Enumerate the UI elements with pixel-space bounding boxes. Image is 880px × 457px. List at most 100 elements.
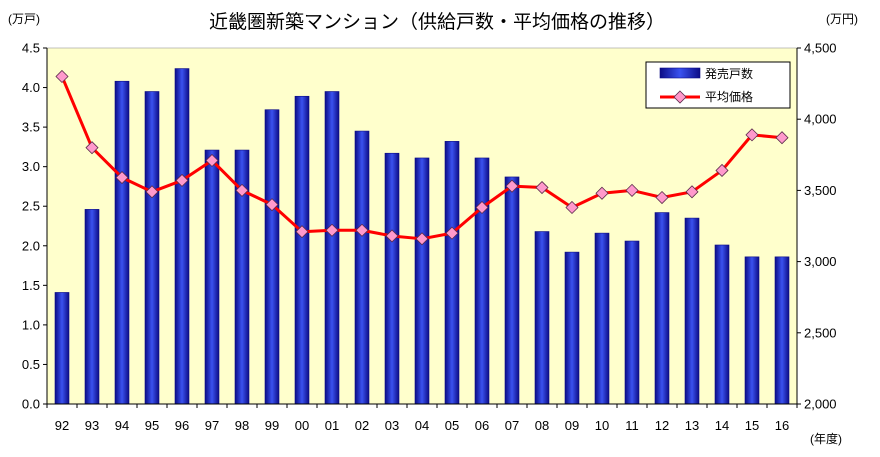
y-tick-label: 4.5 — [22, 41, 40, 56]
x-axis-unit-label: (年度) — [810, 431, 842, 446]
y2-axis-unit-label: (万円) — [826, 12, 858, 26]
x-tick-label: 13 — [685, 418, 699, 433]
legend-label-bar: 発売戸数 — [705, 66, 753, 81]
bar-04 — [414, 157, 430, 405]
legend-swatch-bar — [659, 67, 701, 79]
chart-marks — [54, 68, 790, 405]
bar-96 — [174, 68, 190, 405]
axis-ticks: 0.0 0.5 1.0 1.5 2.0 2.5 3.0 3.5 4.0 4.5 2,000 2,500… — [22, 41, 837, 434]
bar-00 — [294, 95, 310, 405]
bar-94 — [114, 80, 130, 405]
chart-title: 近畿圏新築マンション（供給戸数・平均価格の推移） — [209, 11, 665, 33]
y-tick-label: 2.5 — [22, 199, 40, 214]
bar-92 — [54, 292, 70, 405]
y-tick-label: 3.0 — [22, 159, 40, 174]
bar-02 — [354, 130, 370, 405]
x-tick-label: 00 — [295, 418, 309, 433]
price-marker-06 — [475, 200, 489, 215]
x-tick-label: 03 — [385, 418, 399, 433]
price-marker-08 — [535, 180, 549, 195]
x-tick-label: 01 — [325, 418, 339, 433]
bar-03 — [384, 152, 400, 405]
x-tick-label: 99 — [265, 418, 279, 433]
bar-09 — [564, 251, 580, 405]
x-tick-label: 06 — [475, 418, 489, 433]
bar-01 — [324, 91, 340, 405]
price-marker-95 — [145, 185, 159, 199]
x-tick-label: 93 — [85, 418, 99, 433]
x-tick-label: 95 — [145, 418, 159, 433]
price-marker-99 — [265, 198, 279, 212]
legend-swatch-marker — [673, 90, 687, 104]
price-marker-92 — [55, 69, 69, 84]
bar-14 — [714, 244, 730, 405]
x-tick-label: 11 — [625, 418, 639, 433]
price-marker-98 — [235, 183, 249, 197]
price-marker-09 — [565, 200, 579, 215]
x-tick-label: 09 — [565, 418, 579, 433]
price-marker-03 — [385, 229, 399, 243]
x-tick-label: 94 — [115, 418, 129, 433]
y-tick-label: 0.0 — [22, 397, 40, 412]
x-tick-label: 12 — [655, 418, 669, 433]
price-marker-13 — [685, 185, 699, 199]
y-tick-label: 4.0 — [22, 80, 40, 95]
x-tick-label: 05 — [445, 418, 459, 433]
x-tick-label: 08 — [535, 418, 549, 433]
price-marker-97 — [205, 153, 219, 168]
price-marker-16 — [775, 131, 789, 145]
y2-tick-label: 3,500 — [804, 183, 837, 198]
y-tick-label: 1.0 — [22, 317, 40, 332]
bar-08 — [534, 231, 550, 405]
x-tick-label: 15 — [745, 418, 759, 433]
legend-label-line: 平均価格 — [705, 89, 753, 104]
bar-99 — [264, 109, 280, 405]
price-marker-05 — [445, 226, 459, 240]
bar-10 — [594, 232, 610, 405]
bar-12 — [654, 212, 670, 405]
price-marker-12 — [655, 190, 669, 205]
y-tick-label: 2.0 — [22, 238, 40, 253]
price-marker-10 — [595, 186, 609, 200]
x-tick-label: 16 — [775, 418, 789, 433]
bar-05 — [444, 141, 460, 405]
y-axis-unit-label: (万戸) — [8, 12, 40, 26]
x-tick-label: 96 — [175, 418, 189, 433]
bar-07 — [504, 176, 520, 405]
price-marker-15 — [745, 128, 759, 142]
price-marker-93 — [85, 141, 99, 155]
legend: 発売戸数 平均価格 — [645, 61, 791, 109]
y2-tick-label: 4,000 — [804, 112, 837, 127]
price-marker-14 — [715, 163, 729, 178]
bar-13 — [684, 217, 700, 405]
x-tick-label: 97 — [205, 418, 219, 433]
bar-11 — [624, 240, 640, 405]
x-tick-label: 07 — [505, 418, 519, 433]
price-marker-07 — [505, 179, 519, 193]
x-tick-label: 14 — [715, 418, 729, 433]
y-tick-label: 0.5 — [22, 357, 40, 372]
x-tick-label: 02 — [355, 418, 369, 433]
bar-93 — [84, 209, 100, 405]
x-tick-label: 04 — [415, 418, 429, 433]
bar-06 — [474, 157, 490, 405]
x-tick-label: 10 — [595, 418, 609, 433]
bar-95 — [144, 91, 160, 405]
y2-tick-label: 2,500 — [804, 325, 837, 340]
price-marker-11 — [625, 183, 639, 197]
price-marker-02 — [355, 223, 369, 237]
x-tick-label: 98 — [235, 418, 249, 433]
y2-tick-label: 2,000 — [804, 397, 837, 412]
price-marker-01 — [325, 223, 339, 237]
bar-97 — [204, 149, 220, 405]
bar-16 — [774, 256, 790, 405]
x-tick-label: 92 — [55, 418, 69, 433]
bar-15 — [744, 256, 760, 405]
y-tick-label: 1.5 — [22, 278, 40, 293]
price-marker-94 — [115, 171, 129, 185]
price-marker-04 — [415, 232, 429, 246]
y2-tick-label: 3,000 — [804, 254, 837, 269]
y2-tick-label: 4,500 — [804, 41, 837, 56]
price-marker-96 — [175, 173, 189, 187]
